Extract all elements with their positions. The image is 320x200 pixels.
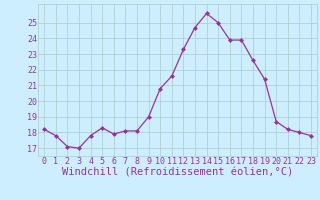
X-axis label: Windchill (Refroidissement éolien,°C): Windchill (Refroidissement éolien,°C) (62, 168, 293, 178)
